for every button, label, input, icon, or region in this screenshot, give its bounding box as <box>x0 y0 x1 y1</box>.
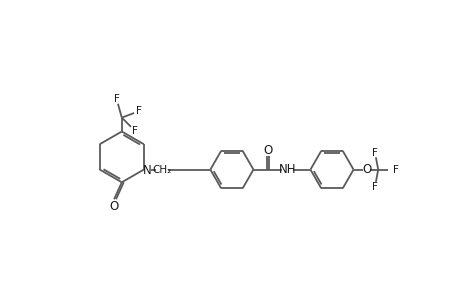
Text: N: N <box>143 164 151 177</box>
Text: F: F <box>371 182 377 191</box>
Text: NH: NH <box>278 163 296 176</box>
Text: O: O <box>109 200 118 213</box>
Text: F: F <box>371 148 377 158</box>
Text: F: F <box>392 165 398 175</box>
Text: F: F <box>135 106 141 116</box>
Text: O: O <box>263 144 272 157</box>
Text: F: F <box>132 126 138 136</box>
Text: F: F <box>114 94 120 104</box>
Text: O: O <box>361 163 370 176</box>
Text: CH₂: CH₂ <box>152 165 172 175</box>
